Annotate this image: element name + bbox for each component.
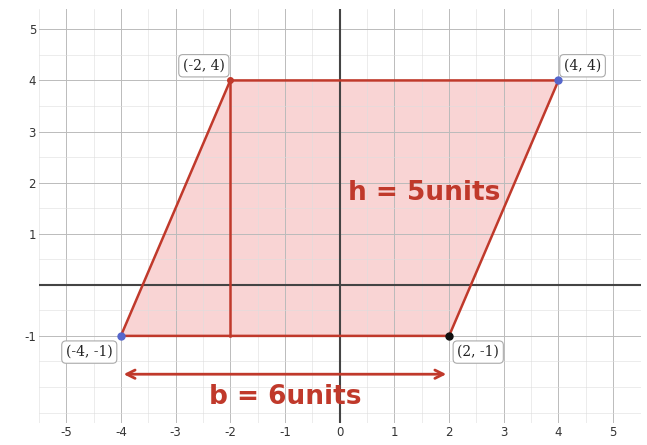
Text: h = 5units: h = 5units	[348, 180, 500, 206]
Text: (-2, 4): (-2, 4)	[183, 59, 225, 73]
Text: (4, 4): (4, 4)	[564, 59, 601, 73]
Polygon shape	[121, 81, 558, 336]
Text: b = 6units: b = 6units	[209, 384, 361, 410]
Text: (-4, -1): (-4, -1)	[66, 345, 113, 359]
Text: (2, -1): (2, -1)	[457, 345, 499, 359]
